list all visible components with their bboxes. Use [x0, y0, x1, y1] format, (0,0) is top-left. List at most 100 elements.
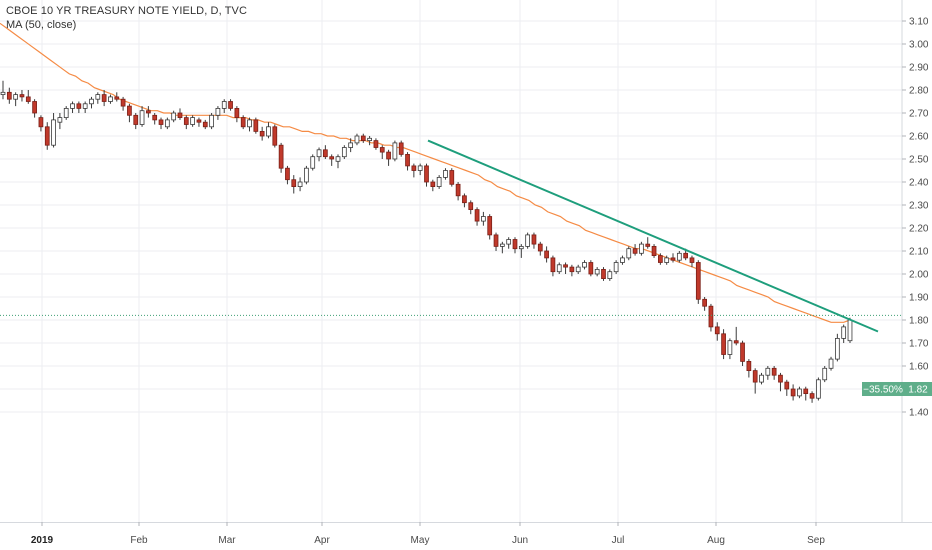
candle-up	[13, 92, 19, 107]
candle-body	[601, 268, 606, 279]
candle-body	[493, 234, 499, 247]
candle-down	[152, 113, 158, 125]
candle-up	[499, 241, 505, 254]
candle-body	[285, 167, 290, 181]
candle-up	[613, 260, 619, 274]
candle-body	[304, 167, 309, 183]
price-tick-label: 2.90	[909, 63, 929, 74]
candle-down	[133, 113, 139, 130]
candle-up	[310, 154, 316, 171]
price-tick-label: 2.40	[909, 178, 929, 189]
candle-up	[82, 101, 88, 113]
candle-body	[114, 96, 120, 100]
candle-body	[398, 142, 404, 155]
candle-down	[291, 175, 297, 194]
candle-down	[449, 168, 455, 187]
candle-up	[841, 324, 847, 343]
price-tick-label: 2.50	[909, 155, 929, 166]
candle-down	[285, 165, 290, 185]
candle-body	[569, 266, 575, 273]
percent-badge-text: −35.50%	[863, 385, 903, 396]
candle-body	[809, 393, 815, 399]
time-tick-label: May	[411, 535, 430, 546]
candle-down	[146, 106, 151, 118]
price-tick-label: 2.30	[909, 201, 929, 212]
candle-down	[733, 326, 739, 346]
trend-layer[interactable]	[427, 139, 879, 333]
candle-down	[752, 368, 758, 394]
candle-body	[108, 96, 113, 102]
time-tick-label: Apr	[314, 535, 330, 546]
time-tick-label: Feb	[130, 535, 148, 546]
candle-body	[133, 114, 139, 125]
candle-body	[373, 140, 379, 148]
candle-body	[797, 388, 802, 397]
candle-down	[771, 366, 777, 380]
candle-down	[278, 142, 284, 173]
candle-body	[32, 101, 37, 114]
candle-down	[6, 87, 12, 104]
price-tick-label: 1.60	[909, 362, 929, 373]
candle-body	[733, 340, 739, 344]
candle-down	[120, 96, 126, 111]
candle-up	[436, 175, 442, 189]
candle-down	[196, 117, 202, 127]
candle-up	[765, 366, 771, 380]
candle-body	[765, 367, 771, 376]
candle-body	[575, 266, 581, 273]
candle-up	[108, 94, 113, 104]
candle-body	[82, 103, 88, 109]
candle-body	[563, 264, 568, 268]
candle-down	[38, 115, 44, 132]
candle-body	[531, 234, 537, 245]
price-tick-label: 2.10	[909, 247, 929, 258]
candle-down	[114, 92, 120, 102]
trendline[interactable]	[427, 139, 879, 333]
candle-body	[57, 117, 63, 123]
candle-body	[474, 209, 480, 222]
price-axis[interactable]: 3.10 3.00 2.90 2.80 2.70 2.60 2.50 2.40 2.30 2.20…	[902, 17, 929, 419]
candle-up	[341, 145, 347, 159]
candle-body	[386, 151, 391, 160]
candle-up	[164, 117, 170, 130]
candle-body	[164, 119, 170, 128]
candle-down	[474, 207, 480, 226]
candle-body	[329, 156, 335, 160]
candle-up	[822, 366, 828, 383]
candle-up	[506, 237, 512, 249]
candle-down	[531, 232, 537, 249]
candle-body	[240, 117, 246, 128]
candle-body	[221, 101, 227, 109]
candle-up	[335, 154, 341, 169]
candle-body	[139, 110, 145, 125]
candle-body	[626, 248, 632, 259]
candle-body	[354, 135, 360, 144]
candle-down	[537, 241, 543, 256]
candle-up	[51, 113, 56, 148]
plot-area[interactable]	[0, 0, 902, 522]
candle-down	[76, 101, 82, 113]
candle-body	[341, 147, 347, 158]
candle-body	[392, 142, 398, 160]
candle-down	[740, 340, 745, 366]
candle-down	[398, 140, 404, 157]
time-tick-label: Aug	[707, 535, 725, 546]
candle-body	[120, 98, 126, 107]
candle-up	[57, 113, 63, 130]
candle-up	[518, 244, 524, 258]
candle-body	[436, 176, 442, 187]
candle-body	[620, 257, 625, 263]
candle-body	[196, 119, 202, 123]
time-axis[interactable]: 2019 Feb Mar Apr May Jun Jul Aug Sep	[31, 522, 825, 546]
candle-body	[721, 333, 726, 355]
candle-up	[556, 262, 562, 274]
candle-down	[360, 133, 366, 143]
candle-down	[240, 115, 246, 130]
candle-up	[847, 317, 853, 343]
candle-layer	[0, 80, 853, 403]
candle-up	[316, 147, 322, 162]
candle-down	[379, 145, 385, 159]
candle-down	[588, 260, 594, 277]
